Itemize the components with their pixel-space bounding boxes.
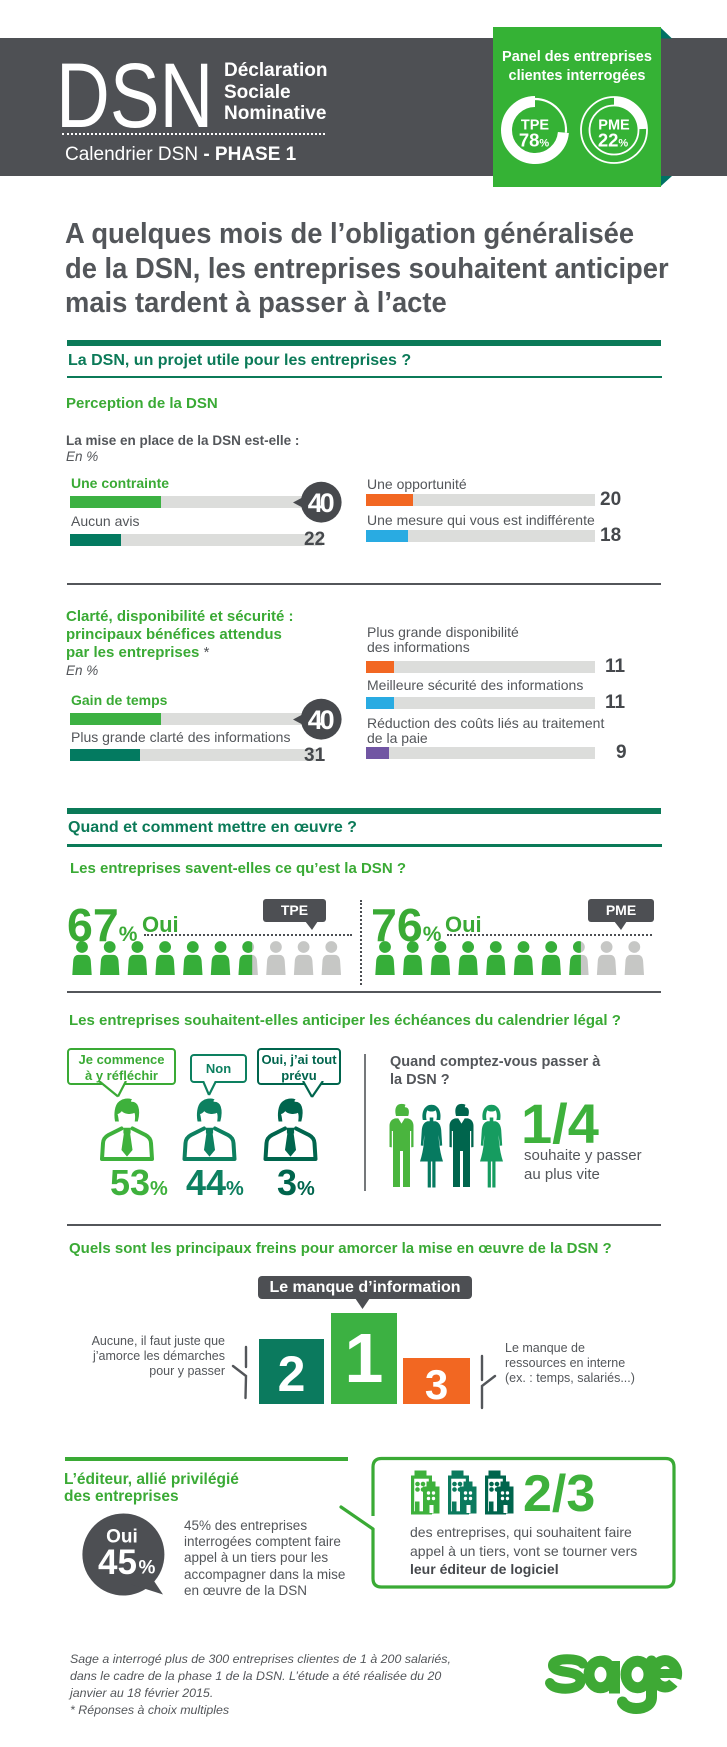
svg-text:Oui: Oui (106, 1527, 138, 1548)
svg-text:%: % (139, 1558, 156, 1579)
svg-text:40: 40 (308, 488, 335, 518)
svg-text:45: 45 (98, 1543, 137, 1582)
svg-text:PME: PME (598, 118, 630, 134)
svg-text:40: 40 (308, 705, 335, 735)
svg-text:TPE: TPE (521, 118, 550, 134)
